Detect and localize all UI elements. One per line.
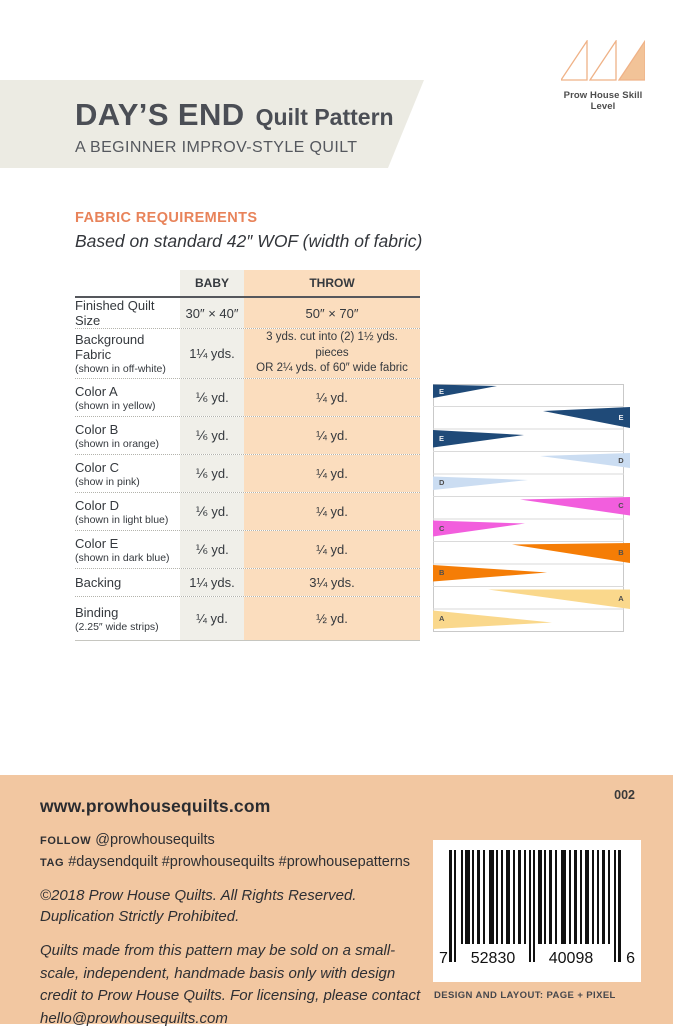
skill-level-logo: Prow House Skill Level — [551, 38, 655, 112]
fabric-requirements-table: BABY THROW Finished Quilt Size 30″ × 40″ 5… — [75, 270, 420, 641]
table-row: Finished Quilt Size 30″ × 40″ 50″ × 70″ — [75, 298, 420, 329]
table-header-row: BABY THROW — [75, 270, 420, 298]
table-row: Color D (shown in light blue) ⅙ yd. ¼ yd. — [75, 493, 420, 531]
quilt-wedge — [543, 407, 630, 428]
quilt-wedge — [433, 610, 552, 629]
wedge-label: B — [439, 568, 445, 577]
quilt-diagram: E E E D D C C B B A A — [433, 384, 631, 632]
header-spacer — [75, 270, 180, 296]
quilt-wedge — [520, 497, 630, 516]
row-label: Finished Quilt Size — [75, 298, 155, 328]
row-label: Binding (2.25″ wide strips) — [75, 604, 159, 633]
pattern-title-suffix: Quilt Pattern — [255, 104, 394, 130]
table-row: Color E (shown in dark blue) ⅙ yd. ¼ yd. — [75, 531, 420, 569]
tag-line: TAG #daysendquilt #prowhousequilts #prow… — [40, 852, 432, 874]
section-subheading: Based on standard 42″ WOF (width of fabr… — [75, 231, 423, 251]
baby-value: ¼ yd. — [180, 597, 244, 640]
pattern-subtitle: A BEGINNER IMPROV-STYLE QUILT — [75, 139, 358, 156]
barcode-image: 7 52830 40098 6 — [439, 850, 635, 967]
baby-value: 1¼ yds. — [180, 329, 244, 378]
row-label: Color D (shown in light blue) — [75, 497, 169, 526]
wedge-label: C — [618, 501, 624, 510]
throw-value: 50″ × 70″ — [244, 298, 420, 328]
barcode-digits: 52830 — [471, 950, 516, 967]
page-title: DAY’S END Quilt Pattern — [75, 97, 424, 133]
table-row: Backing 1¼ yds. 3¼ yds. — [75, 569, 420, 597]
baby-value: ⅙ yd. — [180, 455, 244, 492]
table-row: Color A (shown in yellow) ⅙ yd. ¼ yd. — [75, 379, 420, 417]
wedge-label: E — [618, 413, 623, 422]
table-row: Color C (show in pink) ⅙ yd. ¼ yd. — [75, 455, 420, 493]
column-header-throw: THROW — [244, 270, 420, 296]
website-link: www.prowhousequilts.com — [40, 796, 271, 816]
throw-value: ¼ yd. — [244, 493, 420, 530]
quilt-wedge — [433, 384, 497, 398]
table-row: Binding (2.25″ wide strips) ¼ yd. ½ yd. — [75, 597, 420, 641]
baby-value: ⅙ yd. — [180, 493, 244, 530]
quilt-wedge — [433, 430, 524, 448]
social-lines: FOLLOW @prowhousequilts TAG #daysendquil… — [40, 830, 432, 874]
follow-handle: @prowhousequilts — [95, 832, 215, 848]
page-number: 002 — [614, 788, 635, 802]
baby-value: 1¼ yds. — [180, 569, 244, 596]
row-label: Color B (shown in orange) — [75, 421, 160, 450]
table-body: Finished Quilt Size 30″ × 40″ 50″ × 70″ Bac… — [75, 298, 420, 641]
footer-text-block: www.prowhousequilts.com FOLLOW @prowhous… — [40, 796, 432, 1030]
quilt-wedge — [512, 543, 630, 563]
quilt-wedge — [488, 589, 630, 609]
license-text: Quilts made from this pattern may be sol… — [40, 942, 421, 1027]
quilt-wedge — [433, 565, 547, 582]
row-label: Backing — [75, 575, 122, 590]
barcode: 7 52830 40098 6 — [433, 840, 641, 982]
copyright-line2: Duplication Strictly Prohibited. — [40, 908, 240, 926]
footer: 002 www.prowhousequilts.com FOLLOW @prow… — [0, 775, 673, 1027]
baby-value: 30″ × 40″ — [180, 298, 244, 328]
row-label: Background Fabric (shown in off-white) — [75, 332, 166, 375]
follow-label: FOLLOW — [40, 835, 92, 847]
quilt-wedge — [433, 520, 525, 537]
baby-value: ⅙ yd. — [180, 531, 244, 568]
skill-level-label: Prow House Skill Level — [563, 90, 643, 112]
tag-hashtags: #daysendquilt #prowhousequilts #prowhous… — [68, 853, 411, 870]
quilt-wedge — [540, 453, 630, 468]
barcode-digits: 6 — [626, 950, 635, 967]
follow-line: FOLLOW @prowhousequilts — [40, 830, 432, 852]
wedge-label: D — [618, 456, 624, 465]
throw-value: 3 yds. cut into (2) 1½ yds. pieces OR 2¼ … — [244, 329, 420, 378]
row-label: Color A (shown in yellow) — [75, 383, 156, 412]
throw-value: ¼ yd. — [244, 379, 420, 416]
pattern-title: DAY’S END — [75, 97, 245, 132]
copyright-line1: ©2018 Prow House Quilts. All Rights Rese… — [40, 886, 357, 904]
throw-value: ¼ yd. — [244, 417, 420, 454]
baby-value: ⅙ yd. — [180, 417, 244, 454]
table-row: Background Fabric (shown in off-white) 1¼ … — [75, 329, 420, 379]
table-row: Color B (shown in orange) ⅙ yd. ¼ yd. — [75, 417, 420, 455]
row-label: Color E (shown in dark blue) — [75, 535, 170, 564]
throw-value: ¼ yd. — [244, 455, 420, 492]
copyright-notice: ©2018 Prow House Quilts. All Rights Rese… — [40, 885, 432, 929]
quilt-diagram-image: E E E D D C C B B A A — [433, 384, 630, 632]
throw-value: ½ yd. — [244, 597, 420, 640]
wedge-label: C — [439, 524, 445, 533]
wedge-label: D — [439, 478, 445, 487]
wedge-label: A — [618, 594, 624, 603]
wedge-label: A — [439, 614, 445, 623]
row-label: Color C (show in pink) — [75, 459, 140, 488]
skill-level-triangles-icon — [559, 38, 646, 81]
throw-value: 3¼ yds. — [244, 569, 420, 596]
column-header-baby: BABY — [180, 270, 244, 296]
design-credit: DESIGN AND LAYOUT: PAGE + PIXEL — [434, 990, 616, 1001]
barcode-digits: 7 — [439, 950, 448, 967]
section-heading: FABRIC REQUIREMENTS — [75, 210, 258, 226]
throw-value: ¼ yd. — [244, 531, 420, 568]
tag-label: TAG — [40, 856, 65, 869]
quilt-wedge — [433, 476, 528, 490]
wedge-label: B — [618, 548, 624, 557]
wedge-label: E — [439, 387, 444, 396]
header-band: DAY’S END Quilt Pattern A BEGINNER IMPRO… — [0, 80, 424, 168]
baby-value: ⅙ yd. — [180, 379, 244, 416]
wedge-label: E — [439, 434, 444, 443]
barcode-digits: 40098 — [549, 950, 594, 967]
